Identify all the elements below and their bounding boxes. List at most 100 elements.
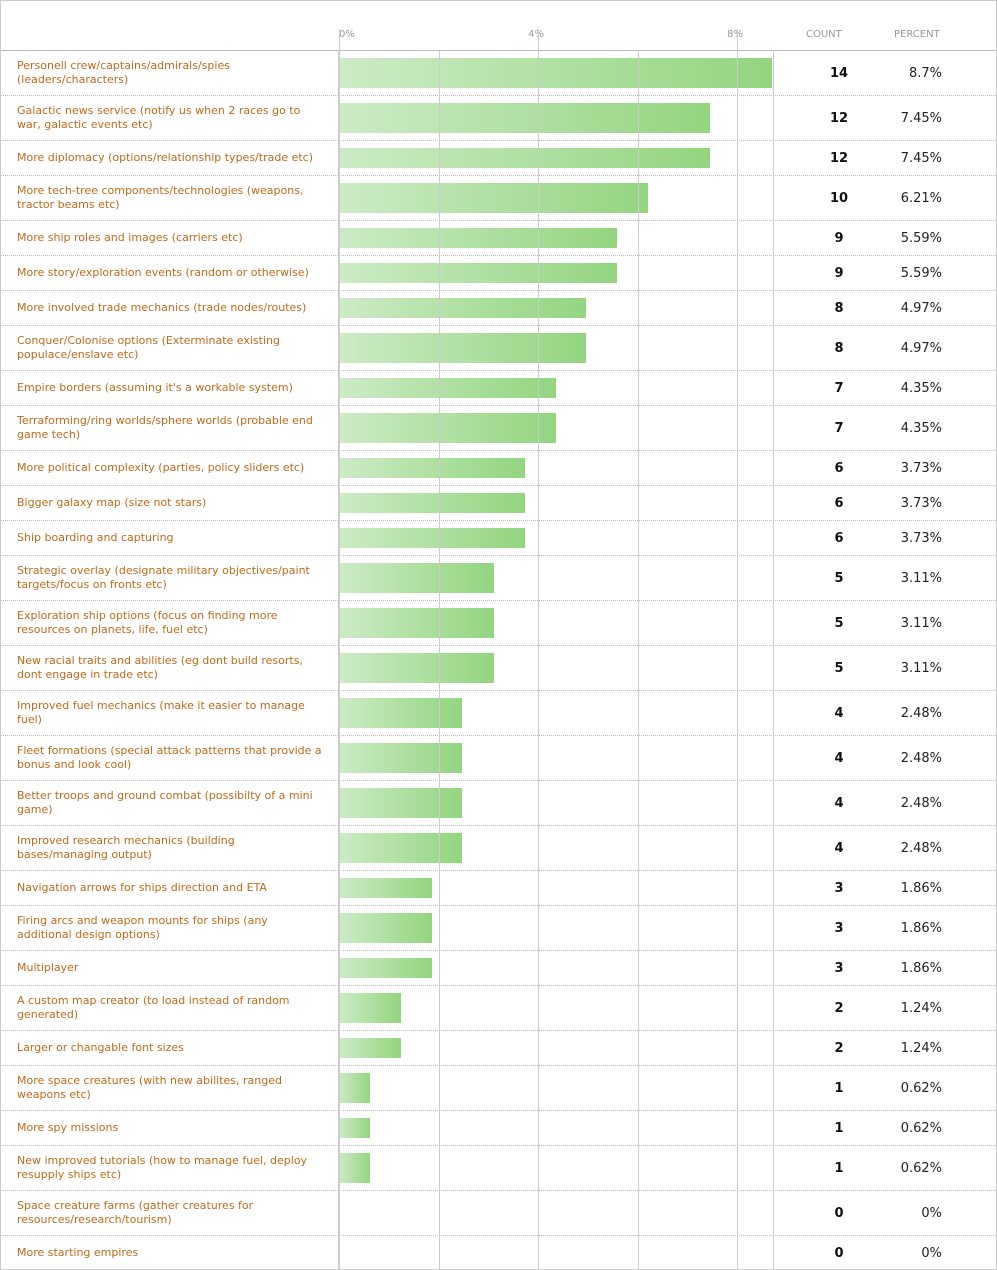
option-label: New racial traits and abilities (eg dont… xyxy=(17,654,303,681)
result-row: Larger or changable font sizes 2 1.24% xyxy=(1,1031,996,1066)
grid-line xyxy=(737,29,739,1269)
result-row: New improved tutorials (how to manage fu… xyxy=(1,1146,996,1191)
percent: 5.59% xyxy=(900,230,942,246)
result-row: Personell crew/captains/admirals/spies (… xyxy=(1,51,996,96)
count: 7 xyxy=(834,420,844,436)
option-label: More spy missions xyxy=(17,1121,119,1134)
count: 5 xyxy=(834,570,844,586)
option-label: Ship boarding and capturing xyxy=(17,531,174,544)
bar xyxy=(339,1038,401,1058)
rows: Personell crew/captains/admirals/spies (… xyxy=(1,51,996,1269)
option-label: More ship roles and images (carriers etc… xyxy=(17,231,243,244)
bar xyxy=(339,333,587,363)
percent: 1.86% xyxy=(900,920,942,936)
count: 7 xyxy=(834,380,844,396)
count: 2 xyxy=(834,1040,844,1056)
result-row: A custom map creator (to load instead of… xyxy=(1,986,996,1031)
option-label: More starting empires xyxy=(17,1246,139,1259)
count: 12 xyxy=(829,110,849,126)
count: 5 xyxy=(834,615,844,631)
percent: 3.73% xyxy=(900,530,942,546)
option-label: Larger or changable font sizes xyxy=(17,1041,184,1054)
option-label: Galactic news service (notify us when 2 … xyxy=(17,104,301,131)
percent: 8.7% xyxy=(908,65,942,81)
option-label: Improved research mechanics (building ba… xyxy=(17,834,235,861)
count-header: COUNT xyxy=(806,29,842,40)
bar xyxy=(339,608,494,638)
option-label: More story/exploration events (random or… xyxy=(17,266,309,279)
result-row: More diplomacy (options/relationship typ… xyxy=(1,141,996,176)
result-row: More starting empires 0 0% xyxy=(1,1236,996,1269)
result-row: Space creature farms (gather creatures f… xyxy=(1,1191,996,1236)
percent: 3.11% xyxy=(900,615,942,631)
result-row: Ship boarding and capturing 6 3.73% xyxy=(1,521,996,556)
result-row: Improved fuel mechanics (make it easier … xyxy=(1,691,996,736)
bar xyxy=(339,913,432,943)
x-tick-label: 0% xyxy=(339,29,355,40)
result-row: New racial traits and abilities (eg dont… xyxy=(1,646,996,691)
bar xyxy=(339,413,556,443)
count: 6 xyxy=(834,495,844,511)
option-label: Navigation arrows for ships direction an… xyxy=(17,881,267,894)
count: 3 xyxy=(834,920,844,936)
bar xyxy=(339,743,463,773)
count: 6 xyxy=(834,460,844,476)
count: 1 xyxy=(834,1080,844,1096)
bar xyxy=(339,263,618,283)
option-label: Improved fuel mechanics (make it easier … xyxy=(17,699,305,726)
option-label: More space creatures (with new abilites,… xyxy=(17,1074,282,1101)
header: COUNT PERCENT 0% 4% 8% xyxy=(1,1,996,51)
count: 0 xyxy=(834,1245,844,1261)
percent-header: PERCENT xyxy=(894,29,940,40)
bar xyxy=(339,58,772,88)
percent: 4.97% xyxy=(900,340,942,356)
option-label: More tech-tree components/technologies (… xyxy=(17,184,304,211)
count: 4 xyxy=(834,750,844,766)
percent: 0% xyxy=(921,1205,942,1221)
option-label: More political complexity (parties, poli… xyxy=(17,461,305,474)
bar xyxy=(339,563,494,593)
result-row: Galactic news service (notify us when 2 … xyxy=(1,96,996,141)
percent: 7.45% xyxy=(900,110,942,126)
count: 12 xyxy=(829,150,849,166)
column-divider xyxy=(338,50,339,1269)
count: 3 xyxy=(834,880,844,896)
count: 4 xyxy=(834,840,844,856)
count: 4 xyxy=(834,705,844,721)
percent: 1.24% xyxy=(900,1000,942,1016)
bar xyxy=(339,653,494,683)
percent: 4.97% xyxy=(900,300,942,316)
option-label: Personell crew/captains/admirals/spies (… xyxy=(17,59,230,86)
option-label: Bigger galaxy map (size not stars) xyxy=(17,496,207,509)
percent: 2.48% xyxy=(900,795,942,811)
percent: 6.21% xyxy=(900,190,942,206)
count: 10 xyxy=(829,190,849,206)
result-row: More space creatures (with new abilites,… xyxy=(1,1066,996,1111)
result-row: More spy missions 1 0.62% xyxy=(1,1111,996,1146)
result-row: Fleet formations (special attack pattern… xyxy=(1,736,996,781)
count: 1 xyxy=(834,1160,844,1176)
x-tick-label: 8% xyxy=(727,29,744,40)
option-label: New improved tutorials (how to manage fu… xyxy=(17,1154,308,1181)
grid-line xyxy=(339,29,340,1269)
percent: 1.86% xyxy=(900,960,942,976)
result-row: More political complexity (parties, poli… xyxy=(1,451,996,486)
option-label: Firing arcs and weapon mounts for ships … xyxy=(17,914,268,941)
count: 9 xyxy=(834,230,844,246)
percent: 0% xyxy=(921,1245,942,1261)
result-row: Conquer/Colonise options (Exterminate ex… xyxy=(1,326,996,371)
result-row: Navigation arrows for ships direction an… xyxy=(1,871,996,906)
count: 5 xyxy=(834,660,844,676)
result-row: Firing arcs and weapon mounts for ships … xyxy=(1,906,996,951)
result-row: Empire borders (assuming it's a workable… xyxy=(1,371,996,406)
count: 8 xyxy=(834,340,844,356)
grid-line xyxy=(637,50,639,1269)
result-row: Terraforming/ring worlds/sphere worlds (… xyxy=(1,406,996,451)
option-label: Strategic overlay (designate military ob… xyxy=(17,564,310,591)
column-divider xyxy=(773,50,774,1269)
percent: 3.73% xyxy=(900,460,942,476)
percent: 2.48% xyxy=(900,840,942,856)
result-row: More tech-tree components/technologies (… xyxy=(1,176,996,221)
percent: 2.48% xyxy=(900,750,942,766)
